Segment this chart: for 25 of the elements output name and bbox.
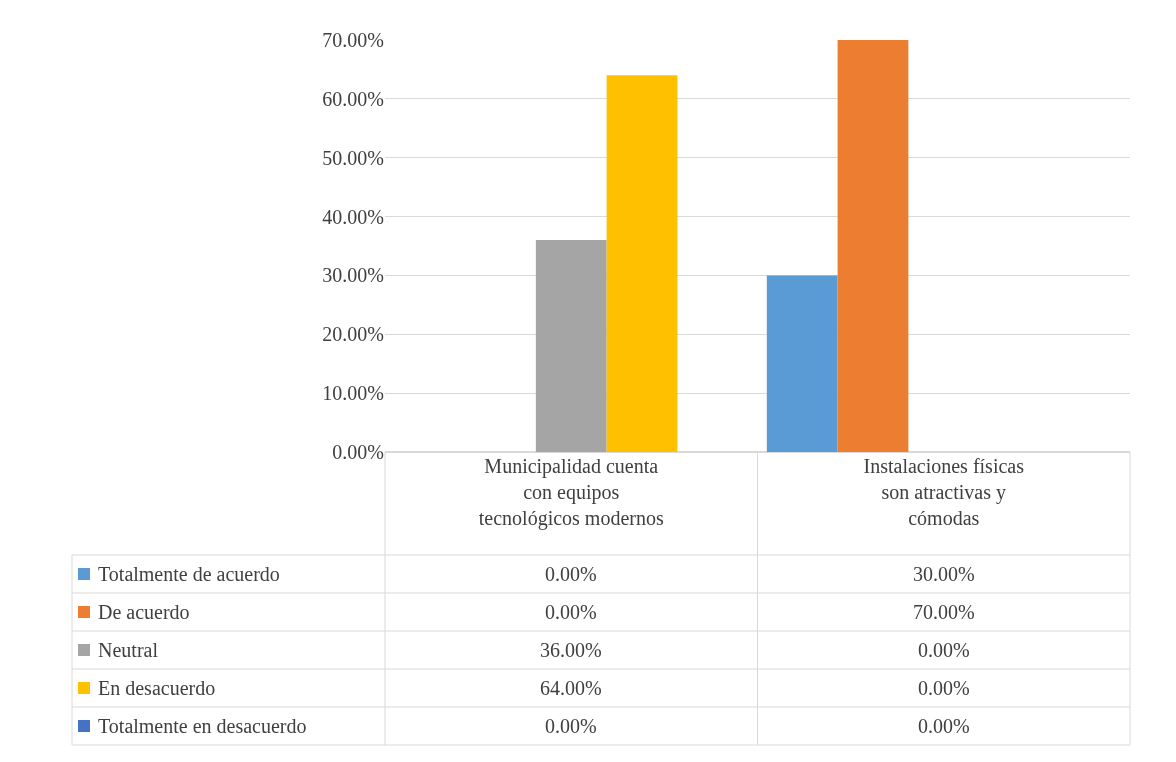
- data-label: 0.00%: [545, 715, 597, 737]
- x-tick-label: Instalaciones físicas son atractivas y cómodas: [863, 455, 1025, 529]
- y-tick-label: 60.00%: [322, 87, 384, 110]
- y-tick-label: 40.00%: [322, 205, 384, 228]
- y-tick-label: 50.00%: [322, 146, 384, 169]
- y-tick-label: 30.00%: [322, 264, 384, 287]
- data-label: 0.00%: [918, 677, 970, 699]
- legend-label: Neutral: [98, 639, 159, 661]
- data-label: 64.00%: [540, 677, 602, 699]
- data-label: 0.00%: [545, 601, 597, 623]
- x-tick-label: Municipalidad cuenta con equipos tecnológicos modernos: [478, 455, 664, 530]
- y-tick-label: 0.00%: [332, 441, 384, 463]
- legend-label: En desacuerdo: [98, 677, 216, 699]
- legend-label: Totalmente en desacuerdo: [98, 715, 307, 737]
- legend-label: De acuerdo: [98, 601, 190, 623]
- data-label: 70.00%: [913, 601, 975, 623]
- legend-label: Totalmente de acuerdo: [98, 563, 280, 585]
- data-label: 36.00%: [540, 639, 602, 661]
- data-label: 30.00%: [913, 563, 975, 585]
- data-label: 0.00%: [918, 715, 970, 737]
- data-label: 0.00%: [545, 563, 597, 585]
- y-tick-label: 20.00%: [322, 323, 384, 346]
- y-tick-label: 70.00%: [322, 29, 384, 51]
- data-label: 0.00%: [918, 639, 970, 661]
- y-tick-label: 10.00%: [322, 382, 384, 405]
